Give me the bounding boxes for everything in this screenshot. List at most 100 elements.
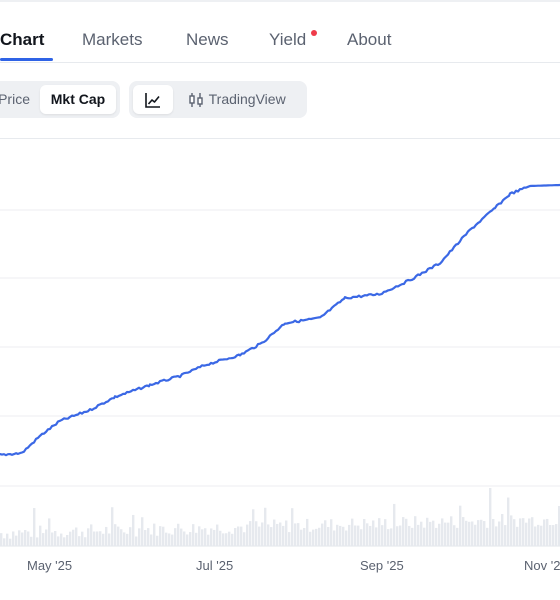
line-chart-icon: [145, 93, 160, 109]
market-cap-line: [0, 183, 560, 457]
volume-bar: [30, 536, 33, 546]
volume-bar: [321, 523, 324, 546]
volume-bar: [78, 536, 81, 546]
tab-markets[interactable]: Markets: [82, 30, 143, 49]
volume-bar: [309, 531, 312, 546]
volume-bar: [51, 532, 54, 546]
volume-bar: [453, 525, 456, 546]
tradingview-option[interactable]: TradingView: [187, 85, 286, 114]
volume-bar: [339, 525, 342, 546]
volume-bar: [501, 514, 504, 546]
volume-bar: [333, 530, 336, 546]
volume-bar: [69, 531, 72, 546]
volume-bar: [252, 509, 255, 546]
volume-bar: [498, 521, 501, 546]
volume-bar: [225, 533, 228, 546]
volume-bar: [171, 534, 174, 546]
volume-bar: [195, 532, 198, 546]
volume-histogram: [0, 488, 560, 546]
volume-bar: [378, 518, 381, 546]
volume-bar: [402, 517, 405, 546]
volume-bar: [99, 531, 102, 546]
volume-bar: [9, 538, 12, 546]
volume-bar: [81, 531, 84, 546]
volume-bar: [246, 524, 249, 546]
volume-bar: [54, 530, 57, 546]
volume-bar: [165, 532, 168, 546]
volume-bar: [6, 533, 9, 546]
volume-bar: [0, 533, 3, 546]
candlestick-icon: [189, 93, 203, 108]
volume-bar: [267, 524, 270, 546]
volume-bar: [162, 526, 165, 546]
volume-bar: [207, 534, 210, 546]
volume-bar: [96, 531, 99, 546]
volume-bar: [243, 532, 246, 546]
volume-bar: [555, 524, 558, 546]
mktcap-option[interactable]: Mkt Cap: [40, 85, 116, 114]
metric-toggle: Price Mkt Cap: [0, 81, 120, 118]
volume-bar: [375, 527, 378, 546]
tab-about[interactable]: About: [347, 30, 392, 49]
volume-bar: [153, 523, 156, 546]
tab-chart[interactable]: Chart: [0, 30, 45, 49]
volume-bar: [387, 529, 390, 546]
volume-bar: [435, 527, 438, 546]
volume-bar: [360, 529, 363, 546]
volume-bar: [504, 525, 507, 546]
volume-bar: [141, 517, 144, 546]
volume-bar: [12, 531, 15, 546]
tradingview-label: TradingView: [208, 91, 286, 107]
volume-bar: [336, 524, 339, 546]
volume-bar: [471, 521, 474, 546]
volume-bar: [312, 529, 315, 546]
volume-bar: [75, 527, 78, 546]
grid-lines: [0, 209, 560, 547]
volume-bar: [117, 526, 120, 546]
volume-bar: [510, 515, 513, 546]
volume-bar: [3, 538, 6, 546]
volume-bar: [462, 517, 465, 546]
volume-bar: [156, 535, 159, 546]
volume-bar: [114, 524, 117, 546]
volume-bar: [408, 525, 411, 546]
tab-yield[interactable]: Yield: [269, 30, 307, 49]
volume-bar: [300, 529, 303, 546]
volume-bar: [45, 529, 48, 546]
volume-bar: [549, 525, 552, 546]
volume-bar: [441, 518, 444, 546]
volume-bar: [468, 521, 471, 546]
volume-bar: [342, 526, 345, 546]
volume-bar: [474, 524, 477, 546]
volume-bar: [525, 522, 528, 546]
volume-bar: [120, 529, 123, 546]
volume-bar: [516, 526, 519, 546]
price-option[interactable]: Price: [0, 91, 30, 107]
volume-bar: [57, 536, 60, 546]
volume-bar: [201, 529, 204, 546]
x-tick-label: Sep '25: [360, 558, 404, 573]
volume-bar: [522, 518, 525, 546]
line-chart-option[interactable]: [133, 85, 173, 114]
volume-bar: [147, 528, 150, 546]
volume-bar: [540, 525, 543, 546]
chart-top-border: [0, 138, 560, 139]
tab-news[interactable]: News: [186, 30, 229, 49]
volume-bar: [198, 526, 201, 546]
volume-bar: [258, 526, 261, 546]
volume-bar: [192, 524, 195, 546]
volume-bar: [318, 527, 321, 546]
volume-bar: [486, 527, 489, 546]
volume-bar: [417, 524, 420, 546]
volume-bar: [519, 518, 522, 546]
volume-bar: [330, 519, 333, 546]
volume-bar: [291, 508, 294, 546]
volume-bar: [366, 523, 369, 546]
volume-bar: [327, 527, 330, 546]
volume-bar: [426, 517, 429, 546]
volume-bar: [420, 521, 423, 546]
volume-bar: [438, 523, 441, 546]
volume-bar: [390, 528, 393, 546]
volume-bar: [108, 533, 111, 546]
